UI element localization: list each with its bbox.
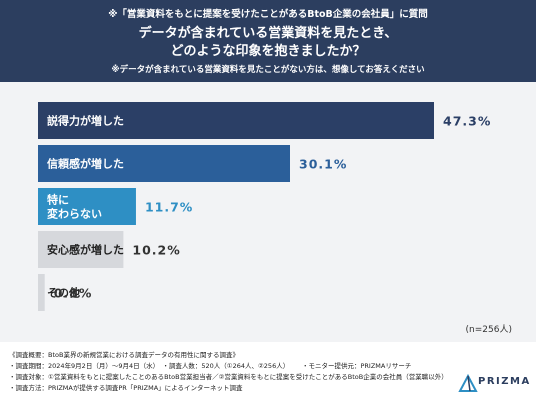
survey-overview-title: 《調査概要：BtoB業界の新規営業における調査データの有用性に関する調査》 xyxy=(9,351,239,359)
bar-3 xyxy=(38,188,136,225)
answer-instruction-note: ※データが含まれている営業資料を見たことがない方は、想像してお答えください xyxy=(111,65,425,75)
survey-method: ・調査方法：PRIZMAが提供する調査PR「PRIZMA」によるインターネット調… xyxy=(9,384,243,392)
value-label-1: 47.3% xyxy=(443,114,491,129)
survey-period: ・調査期間：2024年9月2日（月）〜9月4日（水） ・調査人数：520人（①2… xyxy=(9,362,290,370)
category-label-3: 特に変わらない xyxy=(47,193,102,221)
category-label-2: 信頼感が増した xyxy=(47,157,124,171)
bar-4 xyxy=(38,231,124,268)
monitor-provider: ・モニター提供元：PRIZMAリサーチ xyxy=(302,362,412,370)
bar-5 xyxy=(38,274,45,311)
value-label-5: 0.8% xyxy=(54,286,93,301)
category-label-1: 説得力が増した xyxy=(47,114,124,128)
bar-1 xyxy=(38,102,434,139)
value-label-4: 10.2% xyxy=(132,243,180,258)
survey-overview: 《調査概要：BtoB業界の新規営業における調査データの有用性に関する調査》 ・調… xyxy=(0,342,536,402)
prizma-logo-text: PRIZMA xyxy=(478,376,531,387)
survey-target-note: ※「営業資料をもとに提案を受けたことがあるBtoB企業の会社員」に質問 xyxy=(108,9,428,20)
value-label-3: 11.7% xyxy=(145,200,193,215)
header: ※「営業資料をもとに提案を受けたことがあるBtoB企業の会社員」に質問 データが… xyxy=(0,0,536,82)
value-label-2: 30.1% xyxy=(299,157,347,172)
bar-2 xyxy=(38,145,290,182)
survey-target: ・調査対象：①営業資料をもとに提案したことのあるBtoB営業担当者／②営業資料を… xyxy=(9,373,448,381)
bar-chart: 説得力が増した 47.3% 信頼感が増した 30.1% 特に変わらない 11.7% 安心感が… xyxy=(38,102,491,311)
sample-size-label: (n=256人) xyxy=(465,325,512,335)
category-label-4: 安心感が増した xyxy=(47,243,124,257)
chart-area: 説得力が増した 47.3% 信頼感が増した 30.1% 特に変わらない 11.7% 安心感が… xyxy=(0,82,536,342)
question-title-line1: データが含まれている営業資料を見たとき、 xyxy=(138,26,398,41)
prizma-logo-icon xyxy=(458,374,478,392)
question-title-line2: どのような印象を抱きましたか？ xyxy=(170,44,366,59)
category-label-5: その他 xyxy=(47,286,80,300)
